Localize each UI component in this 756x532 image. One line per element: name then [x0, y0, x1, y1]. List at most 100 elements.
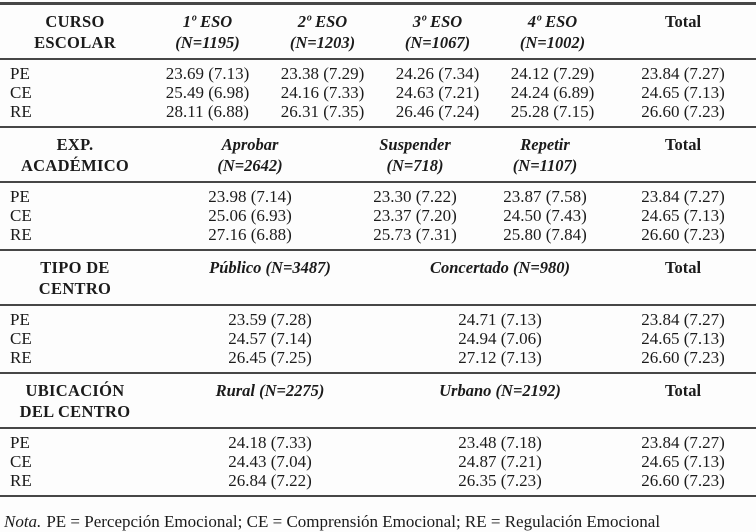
- section-title-line2: CENTRO: [38, 279, 112, 298]
- section-title-line1: TIPO DE: [40, 258, 110, 277]
- data-row-pe: PE 24.18 (7.33) 23.48 (7.18) 23.84 (7.27…: [0, 428, 756, 452]
- stat-cell: 23.30 (7.22): [373, 187, 457, 206]
- row-label: PE: [10, 187, 30, 206]
- data-row-pe: PE 23.59 (7.28) 24.71 (7.13) 23.84 (7.27…: [0, 305, 756, 329]
- stat-cell: 23.98 (7.14): [208, 187, 292, 206]
- column-header-suspender: Suspender (N=718): [350, 128, 480, 182]
- column-header-name: Rural (N=2275): [215, 381, 325, 400]
- row-label: PE: [10, 64, 30, 83]
- total-column-header: Total: [664, 381, 702, 400]
- note-prefix: Nota.: [4, 512, 42, 531]
- column-header-name: Concertado (N=980): [429, 258, 571, 277]
- column-header-n: (N=718): [386, 156, 444, 175]
- total-cell: 23.84 (7.27): [641, 310, 725, 329]
- column-header-urbano: Urbano (N=2192): [390, 374, 610, 428]
- data-row-re: RE 26.84 (7.22) 26.35 (7.23) 26.60 (7.23…: [0, 471, 756, 496]
- stat-cell: 25.06 (6.93): [208, 206, 292, 225]
- total-cell: 23.84 (7.27): [641, 64, 725, 83]
- results-table: CURSO ESCOLAR 1º ESO (N=1195) 2º ESO (N=…: [0, 2, 756, 497]
- note-text: PE = Percepción Emocional; CE = Comprens…: [46, 512, 661, 531]
- stat-cell: 27.12 (7.13): [458, 348, 542, 367]
- table-note: Nota. PE = Percepción Emocional; CE = Com…: [4, 511, 756, 532]
- column-header-n: (N=2642): [217, 156, 283, 175]
- column-header-name: Aprobar: [221, 135, 279, 154]
- column-header-aprobar: Aprobar (N=2642): [150, 128, 350, 182]
- stat-cell: 24.87 (7.21): [458, 452, 542, 471]
- row-label: CE: [10, 206, 32, 225]
- section-title-line2: ESCOLAR: [34, 33, 116, 52]
- section-title-line1: EXP.: [56, 135, 94, 154]
- total-cell: 24.65 (7.13): [641, 452, 725, 471]
- stat-cell: 28.11 (6.88): [166, 102, 249, 121]
- total-cell: 26.60 (7.23): [641, 471, 725, 490]
- total-cell: 24.65 (7.13): [641, 206, 725, 225]
- row-label: CE: [10, 452, 32, 471]
- stat-cell: 25.49 (6.98): [165, 83, 250, 102]
- total-cell: 23.84 (7.27): [641, 187, 725, 206]
- stat-cell: 24.18 (7.33): [228, 433, 312, 452]
- column-header-name: Urbano (N=2192): [439, 381, 561, 400]
- column-header-n: (N=1067): [404, 33, 471, 52]
- stat-cell: 26.31 (7.35): [280, 102, 365, 121]
- total-cell: 26.60 (7.23): [641, 225, 725, 244]
- data-row-re: RE 28.11 (6.88) 26.31 (7.35) 26.46 (7.24…: [0, 102, 756, 127]
- row-label: RE: [10, 225, 32, 244]
- section-table-tipo-de-centro: TIPO DE CENTRO Público (N=3487) Concerta…: [0, 251, 756, 374]
- column-header-1-eso: 1º ESO (N=1195): [150, 5, 265, 59]
- row-label: PE: [10, 433, 30, 452]
- section-title-curso-escolar: CURSO ESCOLAR: [0, 5, 150, 59]
- stat-cell: 24.24 (6.89): [510, 83, 595, 102]
- column-header-name: 2º ESO: [297, 12, 348, 31]
- stat-cell: 26.45 (7.25): [228, 348, 312, 367]
- stat-cell: 24.57 (7.14): [228, 329, 312, 348]
- data-row-ce: CE 24.43 (7.04) 24.87 (7.21) 24.65 (7.13…: [0, 452, 756, 471]
- section-title-line1: UBICACIÓN: [25, 381, 125, 400]
- data-row-ce: CE 25.06 (6.93) 23.37 (7.20) 24.50 (7.43…: [0, 206, 756, 225]
- section-title-line1: CURSO: [45, 12, 105, 31]
- data-row-pe: PE 23.69 (7.13) 23.38 (7.29) 24.26 (7.34…: [0, 59, 756, 83]
- section-header-row: EXP. ACADÉMICO Aprobar (N=2642) Suspende…: [0, 128, 756, 182]
- column-header-4-eso: 4º ESO (N=1002): [495, 5, 610, 59]
- section-table-curso-escolar: CURSO ESCOLAR 1º ESO (N=1195) 2º ESO (N=…: [0, 5, 756, 128]
- column-header-n: (N=1203): [289, 33, 356, 52]
- row-label: PE: [10, 310, 30, 329]
- section-title-exp-academico: EXP. ACADÉMICO: [0, 128, 150, 182]
- section-title-ubicacion-del-centro: UBICACIÓN DEL CENTRO: [0, 374, 150, 428]
- stat-cell: 24.43 (7.04): [228, 452, 312, 471]
- column-header-2-eso: 2º ESO (N=1203): [265, 5, 380, 59]
- stat-cell: 24.12 (7.29): [510, 64, 595, 83]
- column-header-repetir: Repetir (N=1107): [480, 128, 610, 182]
- row-label: RE: [10, 102, 32, 121]
- row-label: RE: [10, 471, 32, 490]
- section-table-ubicacion-del-centro: UBICACIÓN DEL CENTRO Rural (N=2275) Urba…: [0, 374, 756, 497]
- total-column-header: Total: [664, 258, 702, 277]
- row-label: CE: [10, 83, 32, 102]
- stat-cell: 27.16 (6.88): [208, 225, 292, 244]
- section-header-row: UBICACIÓN DEL CENTRO Rural (N=2275) Urba…: [0, 374, 756, 428]
- section-header-row: CURSO ESCOLAR 1º ESO (N=1195) 2º ESO (N=…: [0, 5, 756, 59]
- section-title-line2: DEL CENTRO: [19, 402, 131, 421]
- stat-cell: 26.46 (7.24): [395, 102, 480, 121]
- row-label: RE: [10, 348, 32, 367]
- column-header-name: Repetir: [520, 135, 570, 154]
- data-row-pe: PE 23.98 (7.14) 23.30 (7.22) 23.87 (7.58…: [0, 182, 756, 206]
- column-header-n: (N=1002): [519, 33, 586, 52]
- stat-cell: 24.63 (7.21): [395, 83, 480, 102]
- stat-cell: 23.87 (7.58): [503, 187, 587, 206]
- stat-cell: 25.80 (7.84): [503, 225, 587, 244]
- column-header-name: 1º ESO: [182, 12, 233, 31]
- data-row-re: RE 27.16 (6.88) 25.73 (7.31) 25.80 (7.84…: [0, 225, 756, 250]
- total-column-header: Total: [664, 12, 702, 31]
- column-header-name: 3º ESO: [412, 12, 463, 31]
- stat-cell: 24.26 (7.34): [395, 64, 480, 83]
- column-header-n: (N=1195): [175, 33, 240, 52]
- section-title-tipo-de-centro: TIPO DE CENTRO: [0, 251, 150, 305]
- stat-cell: 23.48 (7.18): [458, 433, 542, 452]
- column-header-rural: Rural (N=2275): [150, 374, 390, 428]
- stat-cell: 25.73 (7.31): [373, 225, 457, 244]
- stat-cell: 23.38 (7.29): [280, 64, 365, 83]
- stat-cell: 23.69 (7.13): [165, 64, 250, 83]
- data-row-ce: CE 25.49 (6.98) 24.16 (7.33) 24.63 (7.21…: [0, 83, 756, 102]
- stat-cell: 24.50 (7.43): [503, 206, 587, 225]
